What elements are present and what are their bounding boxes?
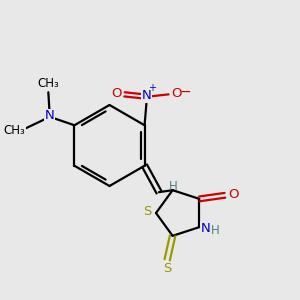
Text: N: N xyxy=(200,222,210,235)
Text: CH₃: CH₃ xyxy=(38,77,59,90)
Text: S: S xyxy=(143,205,152,218)
Text: H: H xyxy=(211,224,220,237)
Text: CH₃: CH₃ xyxy=(4,124,25,137)
Text: N: N xyxy=(44,110,54,122)
Text: O: O xyxy=(228,188,238,201)
Text: +: + xyxy=(148,83,156,93)
Text: N: N xyxy=(142,89,151,102)
Text: S: S xyxy=(163,262,172,275)
Text: −: − xyxy=(179,84,191,98)
Text: O: O xyxy=(111,87,122,100)
Text: O: O xyxy=(171,87,181,100)
Text: H: H xyxy=(169,180,178,193)
